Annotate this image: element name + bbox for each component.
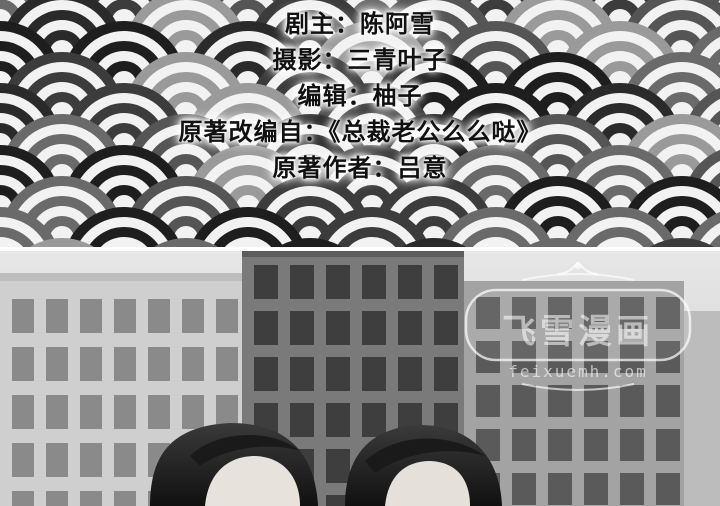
watermark-title: 飞雪漫画: [502, 312, 654, 352]
credit-photography: 摄影：三青叶子: [272, 45, 448, 74]
seigaiha-wave-pattern: [0, 0, 720, 250]
panel-divider: [0, 247, 720, 251]
building-left: [0, 273, 250, 506]
wave-pattern-banner: 剧主：陈阿雪 摄影：三青叶子 编辑：柚子 原著改编自：《总裁老公么么哒》 原著作…: [0, 0, 720, 250]
credits-block: 剧主：陈阿雪 摄影：三青叶子 编辑：柚子 原著改编自：《总裁老公么么哒》 原著作…: [0, 6, 720, 186]
building-right: [464, 281, 720, 506]
person-left: [150, 423, 318, 506]
photo-scene: [0, 251, 720, 506]
credit-original-author: 原著作者：吕意: [272, 153, 448, 182]
credit-adapted-from: 原著改编自：《总裁老公么么哒》: [178, 117, 542, 146]
person-right: [345, 425, 502, 506]
watermark-frame: [464, 261, 692, 391]
site-watermark: 飞雪漫画 feixuemh.com: [462, 256, 694, 406]
credit-director: 剧主：陈阿雪: [285, 9, 435, 38]
watermark-url: feixuemh.com: [508, 362, 648, 381]
credit-editor: 编辑：柚子: [297, 81, 423, 110]
photo-panel: [0, 251, 720, 506]
